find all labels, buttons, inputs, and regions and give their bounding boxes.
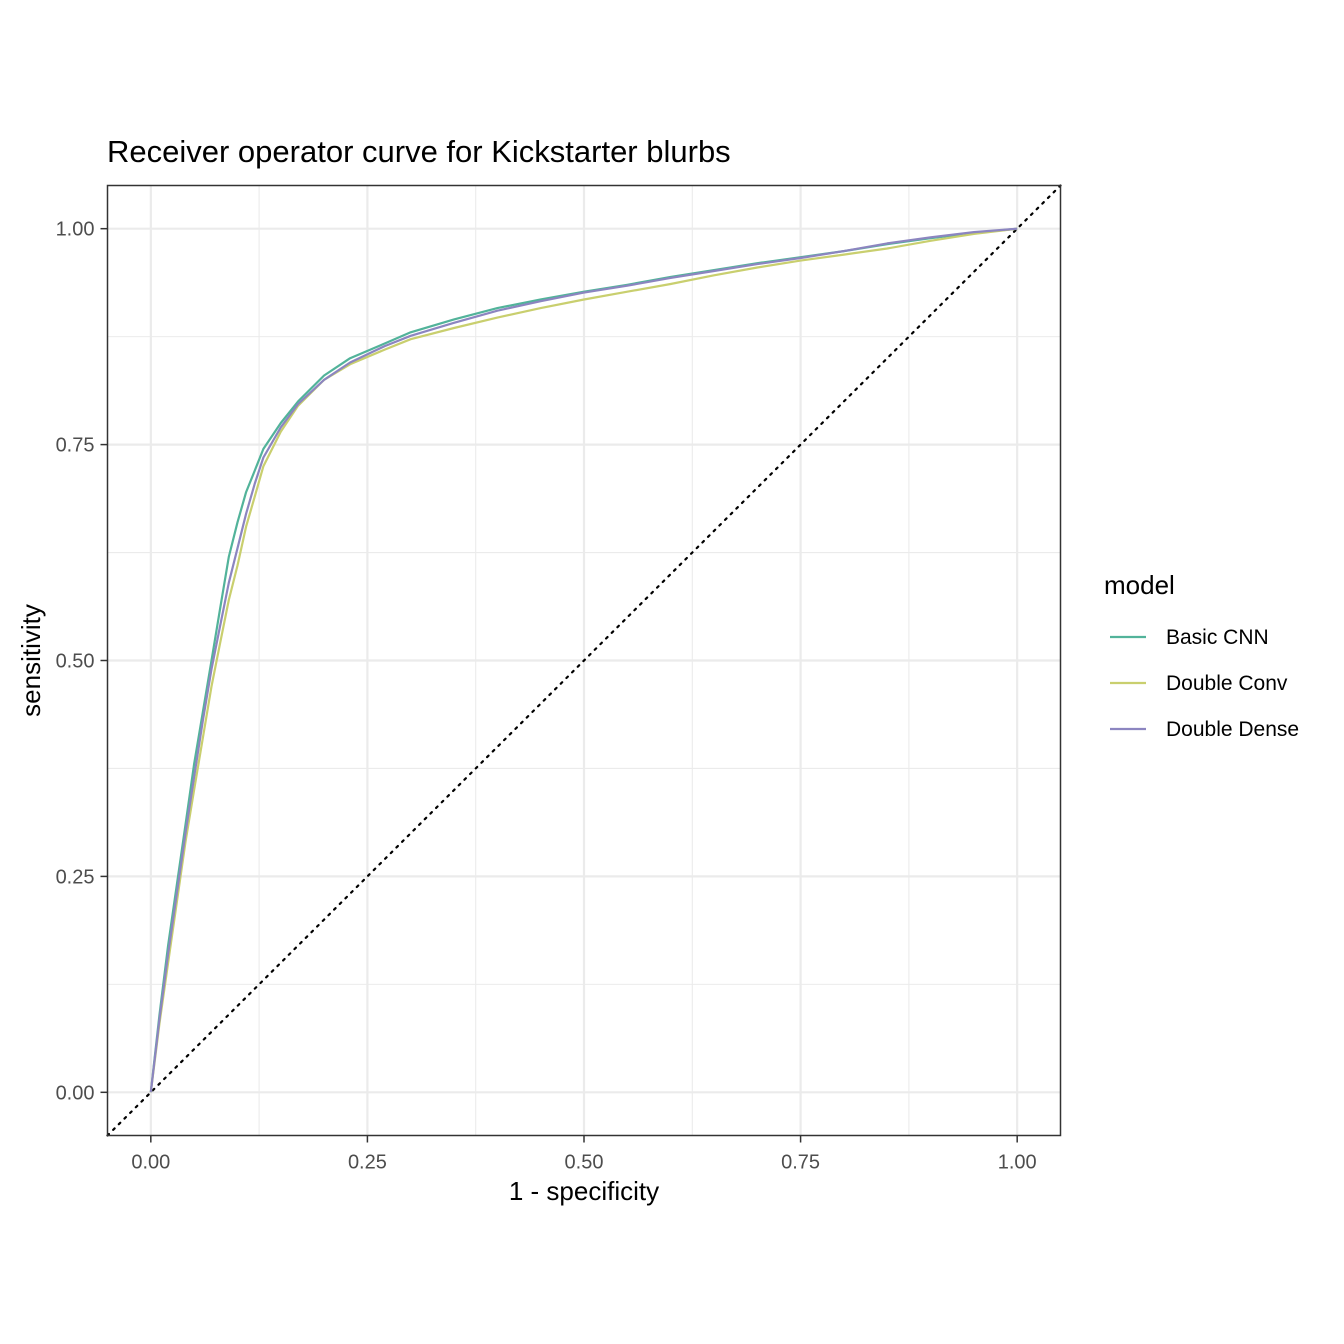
series-lines — [149, 227, 1018, 1093]
legend: model Basic CNN Double Conv Double Dense — [1104, 570, 1299, 741]
axis-ticks: 0.00 0.25 0.50 0.75 1.00 0.00 0.25 0.50 0.75 1.00 — [56, 219, 1037, 1174]
y-axis-title: sensitivity — [16, 604, 46, 717]
x-tick-label: 0.25 — [348, 1152, 387, 1174]
legend-label: Double Dense — [1166, 718, 1299, 741]
x-tick-label: 0.75 — [781, 1152, 820, 1174]
y-tick-label: 0.00 — [56, 1082, 95, 1104]
y-tick-label: 0.25 — [56, 866, 95, 888]
y-tick-label: 0.75 — [56, 435, 95, 457]
x-tick-label: 0.50 — [565, 1152, 604, 1174]
y-tick-label: 0.50 — [56, 651, 95, 673]
chart-title: Receiver operator curve for Kickstarter … — [107, 134, 731, 169]
legend-label: Double Conv — [1166, 672, 1288, 695]
reference-line-group — [106, 184, 1062, 1137]
x-tick-label: 0.00 — [131, 1152, 170, 1174]
y-tick-label: 1.00 — [56, 219, 95, 241]
reference-diagonal-line — [106, 184, 1062, 1137]
legend-title: model — [1104, 570, 1175, 600]
legend-label: Basic CNN — [1166, 626, 1269, 649]
x-axis-title: 1 - specificity — [509, 1176, 659, 1206]
x-tick-label: 1.00 — [998, 1152, 1037, 1174]
series-line-double-dense — [149, 227, 1018, 1093]
